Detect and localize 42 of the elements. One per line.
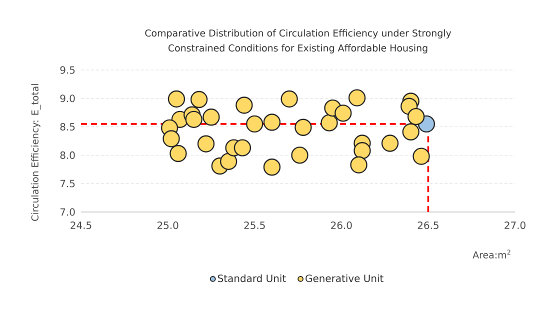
point: [354, 142, 371, 160]
x-axis-title: Area:m$^{2}$: [472, 250, 510, 258]
point: [185, 110, 202, 128]
point: [234, 139, 252, 156]
point: [291, 146, 308, 164]
x-tick-label: 25.0: [157, 222, 178, 230]
x-tick-label: 26.0: [331, 222, 352, 230]
y-tick-label: 7.5: [60, 180, 75, 188]
point: [263, 158, 281, 176]
point: [190, 90, 208, 108]
point: [320, 114, 338, 132]
y-tick-label: 7.0: [60, 208, 75, 216]
point: [168, 90, 186, 108]
point: [407, 108, 425, 126]
point: [334, 104, 352, 122]
legend-label: Standard Unit: [218, 274, 286, 282]
point: [202, 108, 220, 126]
point: [263, 114, 281, 131]
point: [280, 90, 298, 108]
point: [246, 115, 264, 133]
chart-title: Comparative Distribution of Circulation Efficiency under Strongly Constrained Conditions for Existing Affordable Housing: [145, 29, 452, 54]
x-tick-label: 24.5: [70, 222, 92, 230]
x-tick-label: 27.0: [504, 222, 526, 230]
y-tick-label: 9.0: [60, 94, 75, 102]
point: [348, 89, 366, 106]
point: [197, 135, 215, 152]
y-tick-label: 9.5: [60, 66, 75, 74]
point: [381, 134, 399, 152]
legend-label: Generative Unit: [306, 274, 384, 282]
point: [170, 144, 187, 162]
point: [236, 96, 253, 114]
point: [402, 123, 420, 141]
point: [162, 130, 180, 148]
point: [412, 148, 430, 165]
x-tick-label: 25.5: [244, 222, 265, 230]
point: [350, 156, 368, 174]
point: [294, 118, 312, 136]
y-axis-title: Circulation Efficiency: E_total: [31, 84, 41, 221]
point: [220, 152, 238, 170]
y-tick-label: 8.0: [60, 151, 75, 159]
x-tick-label: 26.5: [418, 222, 438, 230]
y-tick-label: 8.5: [60, 123, 75, 131]
